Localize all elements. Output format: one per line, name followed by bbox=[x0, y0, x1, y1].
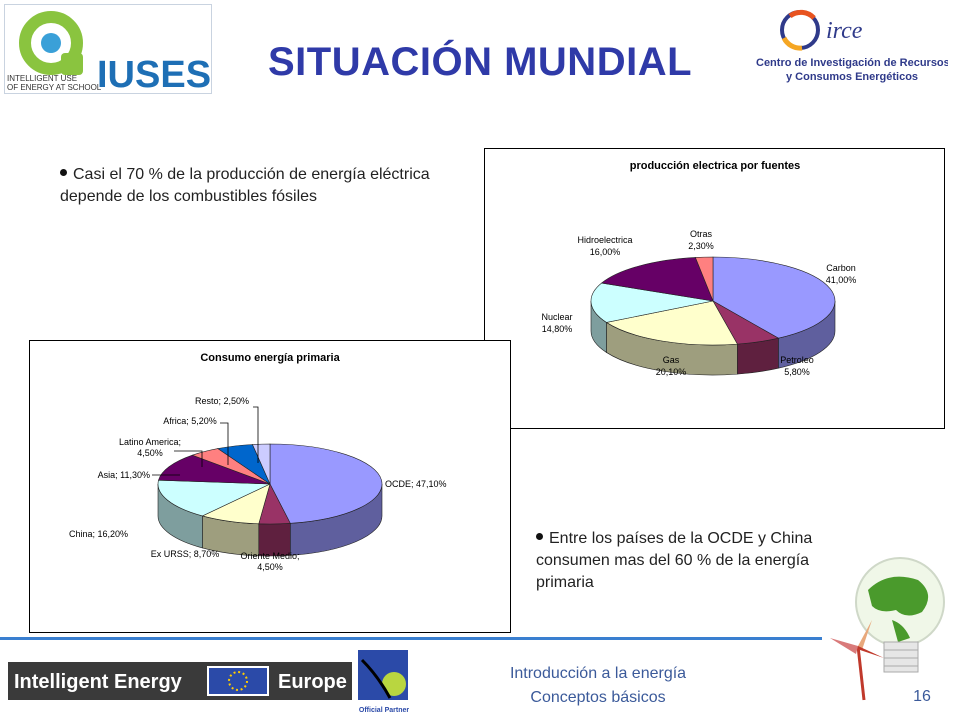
svg-text:Europe: Europe bbox=[278, 671, 347, 693]
svg-text:Centro de Investigación de Rec: Centro de Investigación de Recursos bbox=[756, 57, 948, 69]
elec-label-0: Carbon bbox=[826, 263, 856, 273]
prim-label-1: Oriente Medio; bbox=[240, 551, 299, 561]
elec-label-5: Otras bbox=[690, 229, 713, 239]
prim-slice-7 bbox=[252, 443, 271, 485]
elec-slice-3 bbox=[590, 282, 714, 323]
bullet-ocde-china: Entre los países de la OCDE y China cons… bbox=[536, 530, 813, 591]
elec-slice-0 bbox=[712, 256, 836, 339]
svg-text:OF ENERGY AT SCHOOL: OF ENERGY AT SCHOOL bbox=[7, 83, 102, 92]
chart-primary-energy: Consumo energía primaria OCDE; 47,10% Ori… bbox=[29, 340, 511, 633]
elec-value-4: 16,00% bbox=[590, 247, 621, 257]
prim-label-4: Asia; 11,30% bbox=[98, 470, 150, 480]
footer-line-1: Introducción a la energía bbox=[509, 665, 687, 682]
prim-leader-latam bbox=[174, 450, 203, 467]
prim-label-5: Latino America; bbox=[119, 437, 181, 447]
chart-primary-energy-svg: Consumo energía primaria OCDE; 47,10% Ori… bbox=[69, 352, 447, 572]
page-number: 16 bbox=[913, 688, 931, 705]
chart-title: Consumo energía primaria bbox=[200, 352, 340, 364]
eu-official-partner-logo: Official Partner bbox=[356, 646, 412, 716]
svg-text:irce: irce bbox=[826, 18, 863, 44]
elec-slice-2 bbox=[605, 300, 738, 346]
bullet-fossil-fuels: Casi el 70 % de la producción de energía… bbox=[60, 166, 430, 205]
chart-electricity-svg: producción electrica por fuentes Carbon 4… bbox=[541, 160, 857, 377]
bullet-dot-icon bbox=[60, 169, 67, 177]
prim-label-1-value: 4,50% bbox=[257, 562, 283, 572]
svg-text:Official Partner: Official Partner bbox=[359, 707, 409, 714]
page-title: SITUACIÓN MUNDIAL bbox=[267, 40, 693, 84]
svg-text:INTELLIGENT USE: INTELLIGENT USE bbox=[7, 74, 77, 83]
chart-electricity-by-source: producción electrica por fuentes Carbon 4… bbox=[484, 148, 945, 429]
prim-label-3: China; 16,20% bbox=[69, 529, 128, 539]
prim-label-7: Resto; 2,50% bbox=[195, 396, 249, 406]
elec-value-1: 5,80% bbox=[784, 367, 810, 377]
elec-value-5: 2,30% bbox=[688, 241, 714, 251]
elec-label-4: Hidroelectrica bbox=[577, 235, 632, 245]
footer-caption: Introducción a la energía Conceptos bási… bbox=[478, 662, 718, 710]
elec-value-3: 14,80% bbox=[542, 324, 573, 334]
circe-logo: irce Centro de Investigación de Recursos… bbox=[752, 6, 950, 92]
elec-value-0: 41,00% bbox=[826, 275, 857, 285]
svg-text:Intelligent Energy: Intelligent Energy bbox=[14, 671, 183, 693]
elec-slice-5 bbox=[694, 256, 714, 302]
lightbulb-globe-icon bbox=[818, 550, 958, 710]
prim-slice-3 bbox=[157, 479, 271, 517]
bullet-dot-icon bbox=[536, 533, 543, 541]
prim-label-0: OCDE; 47,10% bbox=[385, 479, 447, 489]
iuses-brand-text: IUSES bbox=[97, 54, 211, 93]
footer-line-2: Conceptos básicos bbox=[530, 689, 666, 706]
iuses-logo: IUSES INTELLIGENT USE OF ENERGY AT SCHOO… bbox=[4, 4, 212, 96]
intelligent-energy-europe-banner: Intelligent Energy Europe bbox=[8, 662, 352, 700]
eu-flag-icon bbox=[207, 666, 269, 696]
elec-label-1: Petroleo bbox=[780, 355, 814, 365]
elec-label-3: Nuclear bbox=[541, 312, 572, 322]
elec-value-2: 20,10% bbox=[656, 367, 687, 377]
prim-leader-africa bbox=[220, 422, 229, 465]
prim-label-2: Ex URSS; 8,70% bbox=[151, 549, 220, 559]
prim-slice-4 bbox=[158, 454, 271, 485]
svg-text:y Consumos Energéticos: y Consumos Energéticos bbox=[786, 71, 918, 83]
prim-leader-resto bbox=[253, 406, 259, 463]
chart-title: producción electrica por fuentes bbox=[630, 160, 801, 172]
prim-slice-0 bbox=[269, 443, 383, 524]
elec-label-2: Gas bbox=[663, 355, 680, 365]
elec-slice-4 bbox=[600, 257, 714, 302]
prim-label-6: Africa; 5,20% bbox=[163, 416, 217, 426]
footer-divider bbox=[0, 637, 822, 640]
prim-label-5-value: 4,50% bbox=[137, 448, 163, 458]
